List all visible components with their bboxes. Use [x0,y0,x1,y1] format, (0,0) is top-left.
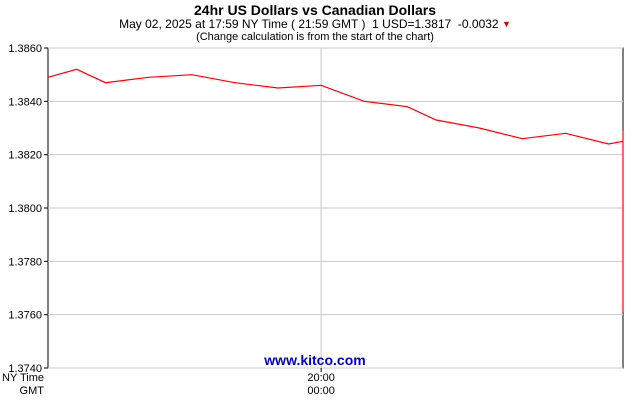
gmt-label: GMT [20,385,45,397]
grid [48,47,623,369]
y-tick-label: 1.3860 [8,43,42,55]
y-tick-label: 1.3820 [8,150,42,162]
date-time: May 02, 2025 at 17:59 NY Time ( 21:59 GM… [119,17,366,31]
y-tick-label: 1.3740 [8,363,42,375]
chart-title: 24hr US Dollars vs Canadian Dollars [194,2,436,18]
rate-text: 1 USD=1.3817 [372,17,452,31]
y-tick-label: 1.3780 [8,256,42,268]
ny-time-label: NY Time [2,372,44,384]
down-arrow-icon: ▼ [501,19,511,29]
chart-subtitle: May 02, 2025 at 17:59 NY Time ( 21:59 GM… [0,17,630,31]
y-tick-label: 1.3800 [8,203,42,215]
x-axis: 20:0000:0023:0003:0002:0006:0005:0009:00… [307,368,335,397]
change-text: -0.0032 [457,17,499,31]
change-note: (Change calculation is from the start of… [196,31,434,43]
series-line [47,68,624,312]
y-axis: 1.3860 1.3840 1.3820 1.3800 1.3780 1.3760 1.37… [8,43,48,375]
x-tick-label-ny: 20:00 [307,372,335,384]
y-tick-label: 1.3840 [8,96,42,108]
y-tick-label: 1.3760 [8,310,42,322]
x-tick-label-gmt: 00:00 [307,385,335,397]
watermark: www.kitco.com [263,352,365,368]
